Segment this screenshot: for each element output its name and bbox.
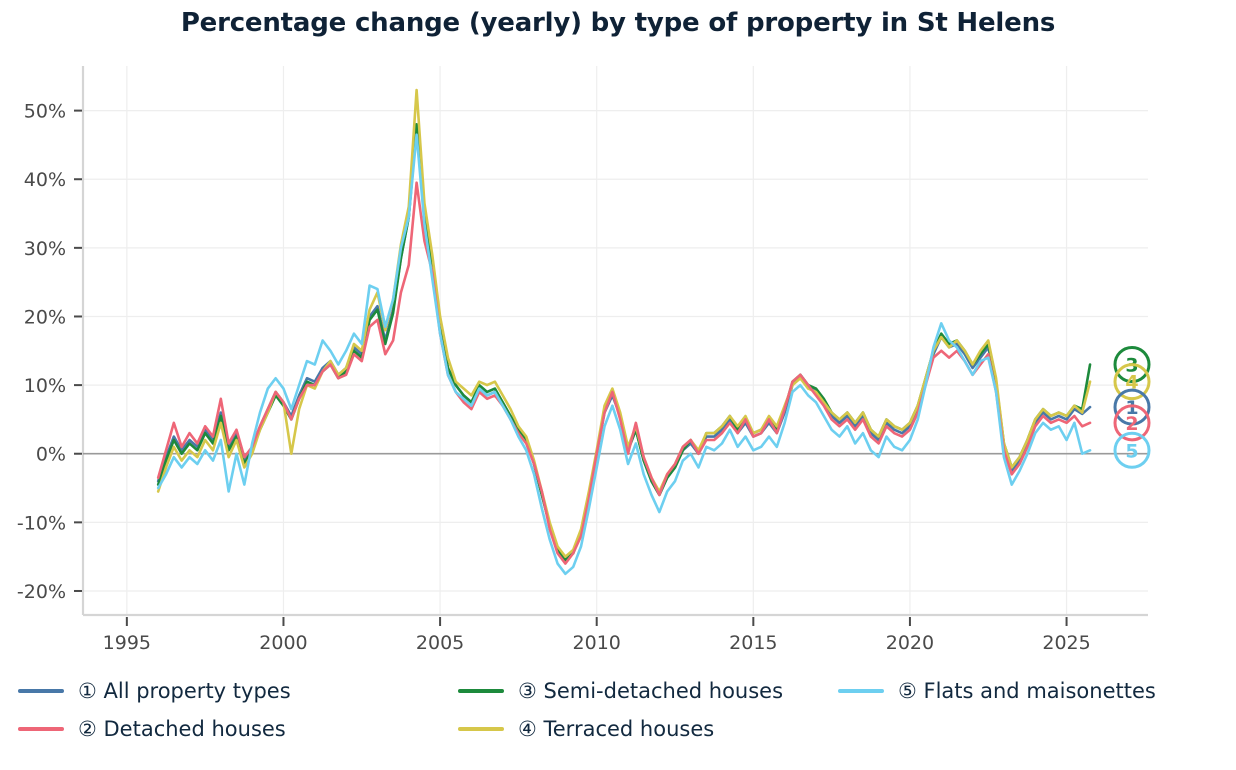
series-lines bbox=[156, 88, 1092, 576]
series-line bbox=[156, 88, 1092, 558]
x-axis-ticks: 1995 2000 2005 2010 2015 2020 2025 bbox=[103, 617, 1091, 654]
legend-label: ① All property types bbox=[78, 679, 291, 703]
y-tick-label: 30% bbox=[24, 238, 66, 260]
y-tick-label: 40% bbox=[24, 169, 66, 191]
legend-entry[interactable]: ③ Semi-detached houses bbox=[458, 672, 783, 710]
end-marker-circle bbox=[1113, 404, 1151, 442]
series-end-marker: 1 bbox=[1113, 388, 1151, 426]
end-marker-circle bbox=[1113, 388, 1151, 426]
y-tick-label: -10% bbox=[17, 512, 66, 534]
y-tick-label: 50% bbox=[24, 101, 66, 123]
legend-column: ① All property types ② Detached houses bbox=[18, 672, 291, 748]
legend-entry[interactable]: ④ Terraced houses bbox=[458, 710, 783, 748]
series-end-marker: 4 bbox=[1113, 363, 1151, 401]
end-marker-label: 1 bbox=[1125, 397, 1138, 419]
series-end-marker: 2 bbox=[1113, 404, 1151, 442]
legend-color-swatch bbox=[458, 727, 504, 731]
y-tick-label: 0% bbox=[36, 444, 66, 466]
y-axis-ticks: 50% 40% 30% 20% 10% 0% -10% -20% bbox=[17, 101, 82, 603]
series-end-marker: 5 bbox=[1113, 431, 1151, 469]
line-chart-plot: 50% 40% 30% 20% 10% 0% -10% -20% 1995 2000 2005 20… bbox=[17, 66, 1151, 654]
y-tick-label: -20% bbox=[17, 581, 66, 603]
end-marker-label: 5 bbox=[1125, 440, 1138, 462]
series-line bbox=[156, 181, 1092, 565]
legend-color-swatch bbox=[18, 727, 64, 731]
series-line bbox=[156, 133, 1092, 576]
x-tick-label: 2000 bbox=[259, 632, 307, 654]
page-title: Percentage change (yearly) by type of pr… bbox=[180, 8, 1056, 38]
legend-entry[interactable]: ② Detached houses bbox=[18, 710, 291, 748]
x-tick-label: 1995 bbox=[103, 632, 151, 654]
legend-color-swatch bbox=[458, 689, 504, 693]
end-marker-circle bbox=[1113, 431, 1151, 469]
legend-label: ⑤ Flats and maisonettes bbox=[898, 679, 1156, 703]
legend-label: ③ Semi-detached houses bbox=[518, 679, 784, 703]
end-marker-label: 4 bbox=[1125, 372, 1138, 394]
x-tick-label: 2015 bbox=[729, 632, 777, 654]
legend-color-swatch bbox=[18, 689, 64, 693]
axis-spines bbox=[81, 66, 1148, 617]
legend-label: ④ Terraced houses bbox=[518, 717, 715, 741]
end-marker-label: 2 bbox=[1125, 413, 1138, 435]
y-tick-label: 20% bbox=[24, 306, 66, 328]
end-marker-circle bbox=[1113, 346, 1151, 384]
legend-label: ② Detached houses bbox=[78, 717, 286, 741]
x-tick-label: 2025 bbox=[1042, 632, 1090, 654]
x-tick-label: 2005 bbox=[416, 632, 464, 654]
legend-entry[interactable]: ⑤ Flats and maisonettes bbox=[838, 672, 1156, 710]
x-tick-label: 2020 bbox=[886, 632, 934, 654]
legend-column: ③ Semi-detached houses ④ Terraced houses bbox=[458, 672, 783, 748]
legend-column: ⑤ Flats and maisonettes bbox=[838, 672, 1156, 710]
legend-entry[interactable]: ① All property types bbox=[18, 672, 291, 710]
x-tick-label: 2010 bbox=[573, 632, 621, 654]
end-marker-circle bbox=[1113, 363, 1151, 401]
chart-legend: ① All property types ② Detached houses ③ S… bbox=[10, 672, 1236, 762]
legend-color-swatch bbox=[838, 689, 884, 693]
y-tick-label: 10% bbox=[24, 375, 66, 397]
